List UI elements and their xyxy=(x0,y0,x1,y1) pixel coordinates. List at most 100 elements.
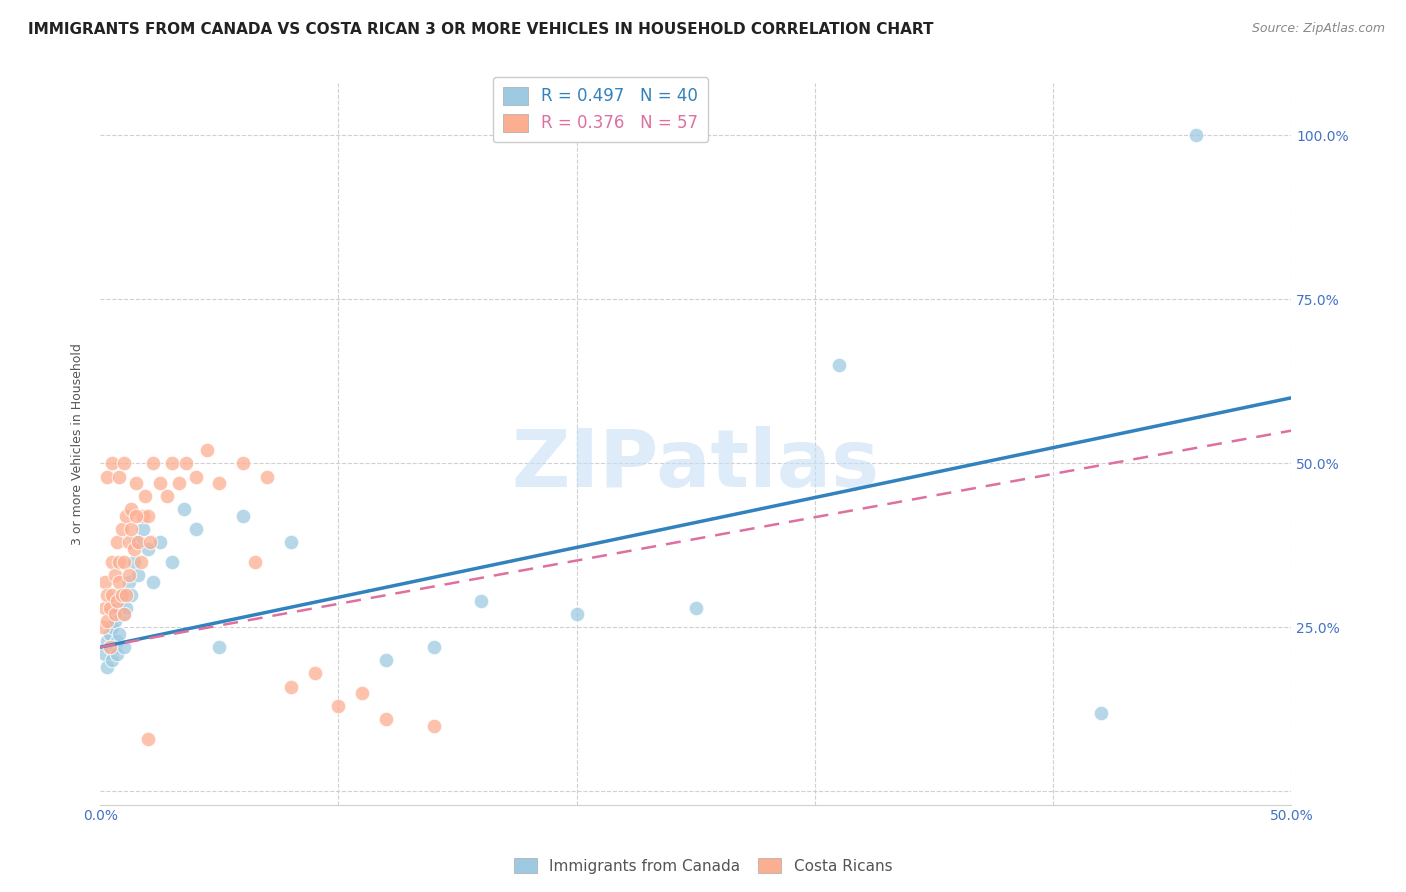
Point xyxy=(108,555,131,569)
Point xyxy=(112,457,135,471)
Point xyxy=(112,607,135,622)
Point xyxy=(94,647,117,661)
Point xyxy=(122,541,145,556)
Point xyxy=(375,712,398,726)
Point xyxy=(1090,706,1112,720)
Point xyxy=(139,535,162,549)
Point xyxy=(111,588,134,602)
Point xyxy=(125,535,148,549)
Point xyxy=(101,555,124,569)
Point xyxy=(122,555,145,569)
Point xyxy=(375,653,398,667)
Point xyxy=(118,574,141,589)
Point xyxy=(470,594,492,608)
Point xyxy=(98,627,121,641)
Point xyxy=(352,686,374,700)
Point xyxy=(136,731,159,746)
Point xyxy=(118,568,141,582)
Point xyxy=(149,535,172,549)
Point xyxy=(108,627,131,641)
Point xyxy=(98,600,121,615)
Point xyxy=(96,614,118,628)
Point xyxy=(127,568,149,582)
Point xyxy=(160,555,183,569)
Point xyxy=(232,508,254,523)
Point xyxy=(173,502,195,516)
Point xyxy=(136,508,159,523)
Point xyxy=(103,640,125,654)
Point xyxy=(134,489,156,503)
Point xyxy=(108,600,131,615)
Point xyxy=(94,600,117,615)
Point xyxy=(328,699,350,714)
Point xyxy=(105,594,128,608)
Point xyxy=(132,508,155,523)
Point xyxy=(142,457,165,471)
Point xyxy=(91,620,114,634)
Point xyxy=(96,588,118,602)
Point xyxy=(256,469,278,483)
Point xyxy=(132,522,155,536)
Point xyxy=(197,443,219,458)
Point xyxy=(304,666,326,681)
Point xyxy=(232,457,254,471)
Point xyxy=(127,535,149,549)
Point xyxy=(125,476,148,491)
Text: IMMIGRANTS FROM CANADA VS COSTA RICAN 3 OR MORE VEHICLES IN HOUSEHOLD CORRELATIO: IMMIGRANTS FROM CANADA VS COSTA RICAN 3 … xyxy=(28,22,934,37)
Point xyxy=(422,719,444,733)
Point xyxy=(111,522,134,536)
Point xyxy=(120,588,142,602)
Point xyxy=(101,620,124,634)
Point xyxy=(112,607,135,622)
Point xyxy=(565,607,588,622)
Point xyxy=(111,588,134,602)
Point xyxy=(243,555,266,569)
Point xyxy=(118,535,141,549)
Point xyxy=(280,680,302,694)
Point xyxy=(108,469,131,483)
Point xyxy=(103,607,125,622)
Point xyxy=(208,640,231,654)
Point xyxy=(115,600,138,615)
Point xyxy=(105,535,128,549)
Point xyxy=(115,588,138,602)
Point xyxy=(105,633,128,648)
Point xyxy=(108,574,131,589)
Point xyxy=(101,588,124,602)
Point xyxy=(96,660,118,674)
Point xyxy=(103,614,125,628)
Y-axis label: 3 or more Vehicles in Household: 3 or more Vehicles in Household xyxy=(72,343,84,545)
Point xyxy=(167,476,190,491)
Point xyxy=(120,502,142,516)
Point xyxy=(115,508,138,523)
Point xyxy=(685,600,707,615)
Point xyxy=(101,457,124,471)
Text: ZIPatlas: ZIPatlas xyxy=(512,426,880,504)
Point xyxy=(208,476,231,491)
Point xyxy=(174,457,197,471)
Point xyxy=(120,522,142,536)
Point xyxy=(828,358,851,372)
Point xyxy=(422,640,444,654)
Point xyxy=(112,555,135,569)
Point xyxy=(160,457,183,471)
Text: Source: ZipAtlas.com: Source: ZipAtlas.com xyxy=(1251,22,1385,36)
Point xyxy=(96,469,118,483)
Point xyxy=(136,541,159,556)
Point xyxy=(156,489,179,503)
Legend: R = 0.497   N = 40, R = 0.376   N = 57: R = 0.497 N = 40, R = 0.376 N = 57 xyxy=(494,77,709,143)
Point xyxy=(184,522,207,536)
Point xyxy=(142,574,165,589)
Point xyxy=(98,640,121,654)
Legend: Immigrants from Canada, Costa Ricans: Immigrants from Canada, Costa Ricans xyxy=(508,852,898,880)
Point xyxy=(101,653,124,667)
Point xyxy=(96,633,118,648)
Point xyxy=(103,568,125,582)
Point xyxy=(184,469,207,483)
Point xyxy=(94,574,117,589)
Point xyxy=(129,555,152,569)
Point xyxy=(1185,128,1208,143)
Point xyxy=(105,647,128,661)
Point xyxy=(125,508,148,523)
Point xyxy=(149,476,172,491)
